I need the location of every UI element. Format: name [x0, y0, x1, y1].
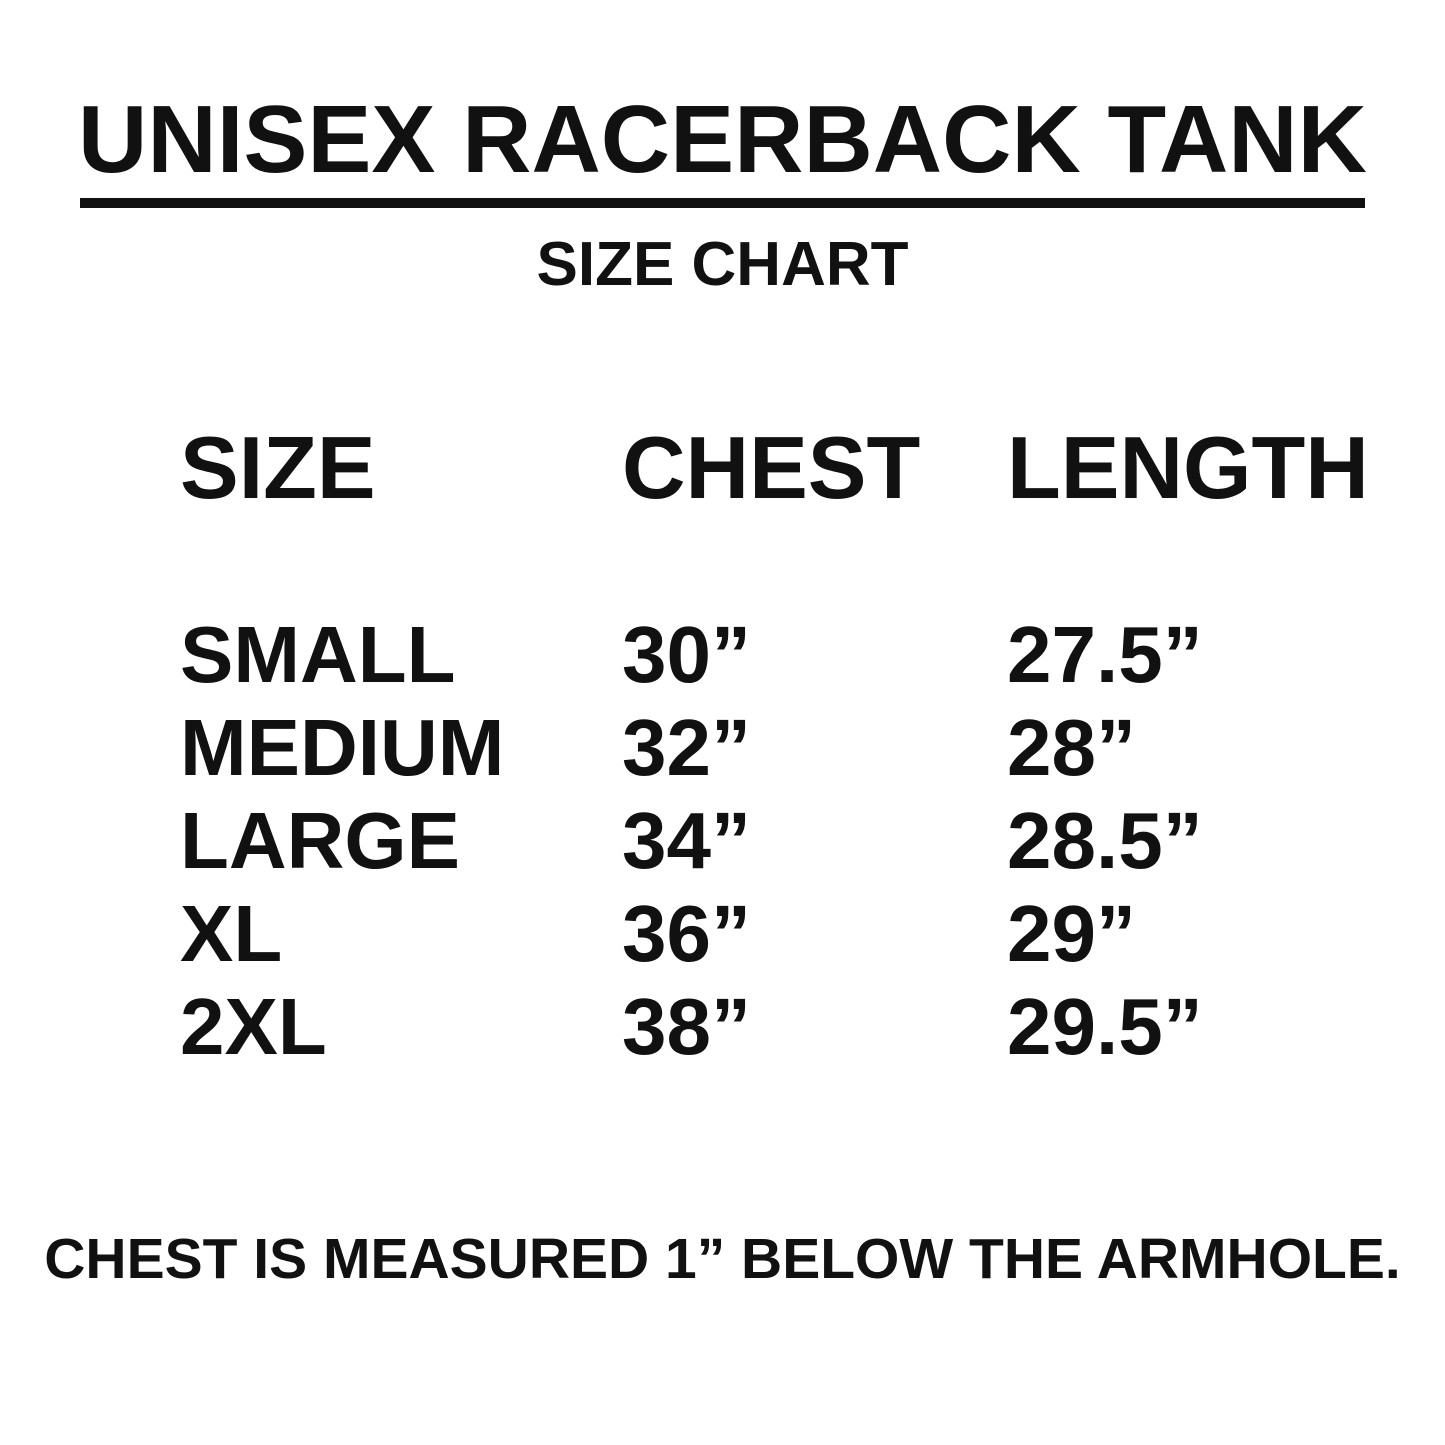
page-title: UNISEX RACERBACK TANK	[78, 86, 1367, 193]
table-header-row: SIZE CHEST LENGTH	[180, 424, 1385, 512]
chest-value: 34”	[622, 796, 751, 885]
chest-value: 32”	[622, 703, 751, 792]
size-chart-table: SIZE CHEST LENGTH SMALL 30” 27.5” MEDIUM…	[180, 424, 1385, 1073]
size-value: XL	[180, 889, 283, 978]
chest-value: 30”	[622, 610, 751, 699]
measurement-note: CHEST IS MEASURED 1” BELOW THE ARMHOLE.	[44, 1227, 1401, 1291]
table-row: XL 36” 29”	[180, 887, 1385, 980]
column-header-size: SIZE	[180, 418, 376, 517]
table-body: SMALL 30” 27.5” MEDIUM 32” 28” LARGE 34”…	[180, 608, 1385, 1073]
header-block: UNISEX RACERBACK TANK SIZE CHART	[0, 0, 1445, 296]
length-value: 28.5”	[1007, 796, 1203, 885]
length-value: 28”	[1007, 703, 1136, 792]
table-row: LARGE 34” 28.5”	[180, 794, 1385, 887]
length-value: 29”	[1007, 889, 1136, 978]
title-underline	[80, 198, 1365, 208]
chest-value: 36”	[622, 889, 751, 978]
size-value: LARGE	[180, 796, 460, 885]
page-subtitle: SIZE CHART	[536, 230, 909, 299]
length-value: 29.5”	[1007, 982, 1203, 1071]
chest-value: 38”	[622, 982, 751, 1071]
size-value: SMALL	[180, 610, 456, 699]
column-header-chest: CHEST	[622, 418, 921, 517]
column-header-length: LENGTH	[1007, 418, 1369, 517]
table-row: SMALL 30” 27.5”	[180, 608, 1385, 701]
table-row: MEDIUM 32” 28”	[180, 701, 1385, 794]
table-row: 2XL 38” 29.5”	[180, 980, 1385, 1073]
length-value: 27.5”	[1007, 610, 1203, 699]
size-value: 2XL	[180, 982, 327, 1071]
size-value: MEDIUM	[180, 703, 505, 792]
